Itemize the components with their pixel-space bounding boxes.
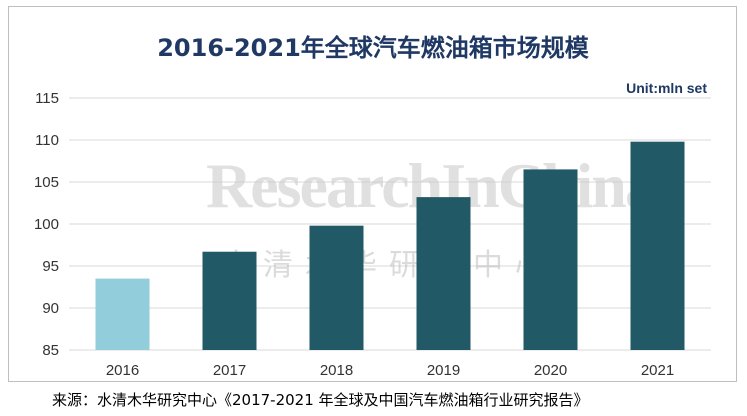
y-tick-label: 85	[42, 342, 59, 359]
bar-2019	[416, 197, 471, 350]
y-tick-label: 95	[42, 258, 59, 275]
bar-2017	[202, 251, 257, 350]
source-note: 来源：水清木华研究中心《2017-2021 年全球及中国汽车燃油箱行业研究报告》	[52, 391, 589, 409]
unit-label: Unit:mln set	[626, 80, 707, 96]
chart-frame: 85 90 95 100 105 110 115 ResearchInChina 水清木华研…	[8, 6, 737, 382]
chart-title: 2016-2021年全球汽车燃油箱市场规模	[157, 34, 590, 62]
bar-2021	[630, 141, 685, 350]
y-tick-label: 110	[35, 132, 59, 149]
y-tick-label: 105	[34, 174, 59, 191]
x-tick-label: 2016	[106, 362, 139, 379]
x-tick-label: 2018	[320, 362, 353, 379]
bar-2020	[523, 169, 578, 350]
bar-2018	[309, 225, 364, 350]
gridlines	[69, 97, 711, 351]
bar-2016	[95, 278, 150, 350]
x-tick-label: 2017	[213, 362, 246, 379]
x-tick-label: 2020	[534, 362, 567, 379]
y-tick-label: 100	[34, 216, 59, 233]
y-axis: 85 90 95 100 105 110 115	[34, 90, 59, 359]
watermark-text-cn: 水清木华研究中心	[221, 248, 557, 283]
x-axis: 2016 2017 2018 2019 2020 2021	[106, 362, 674, 379]
x-tick-label: 2021	[641, 362, 674, 379]
y-tick-label: 115	[35, 90, 59, 107]
x-tick-label: 2019	[427, 362, 460, 379]
y-tick-label: 90	[42, 300, 59, 317]
bars	[95, 141, 685, 350]
